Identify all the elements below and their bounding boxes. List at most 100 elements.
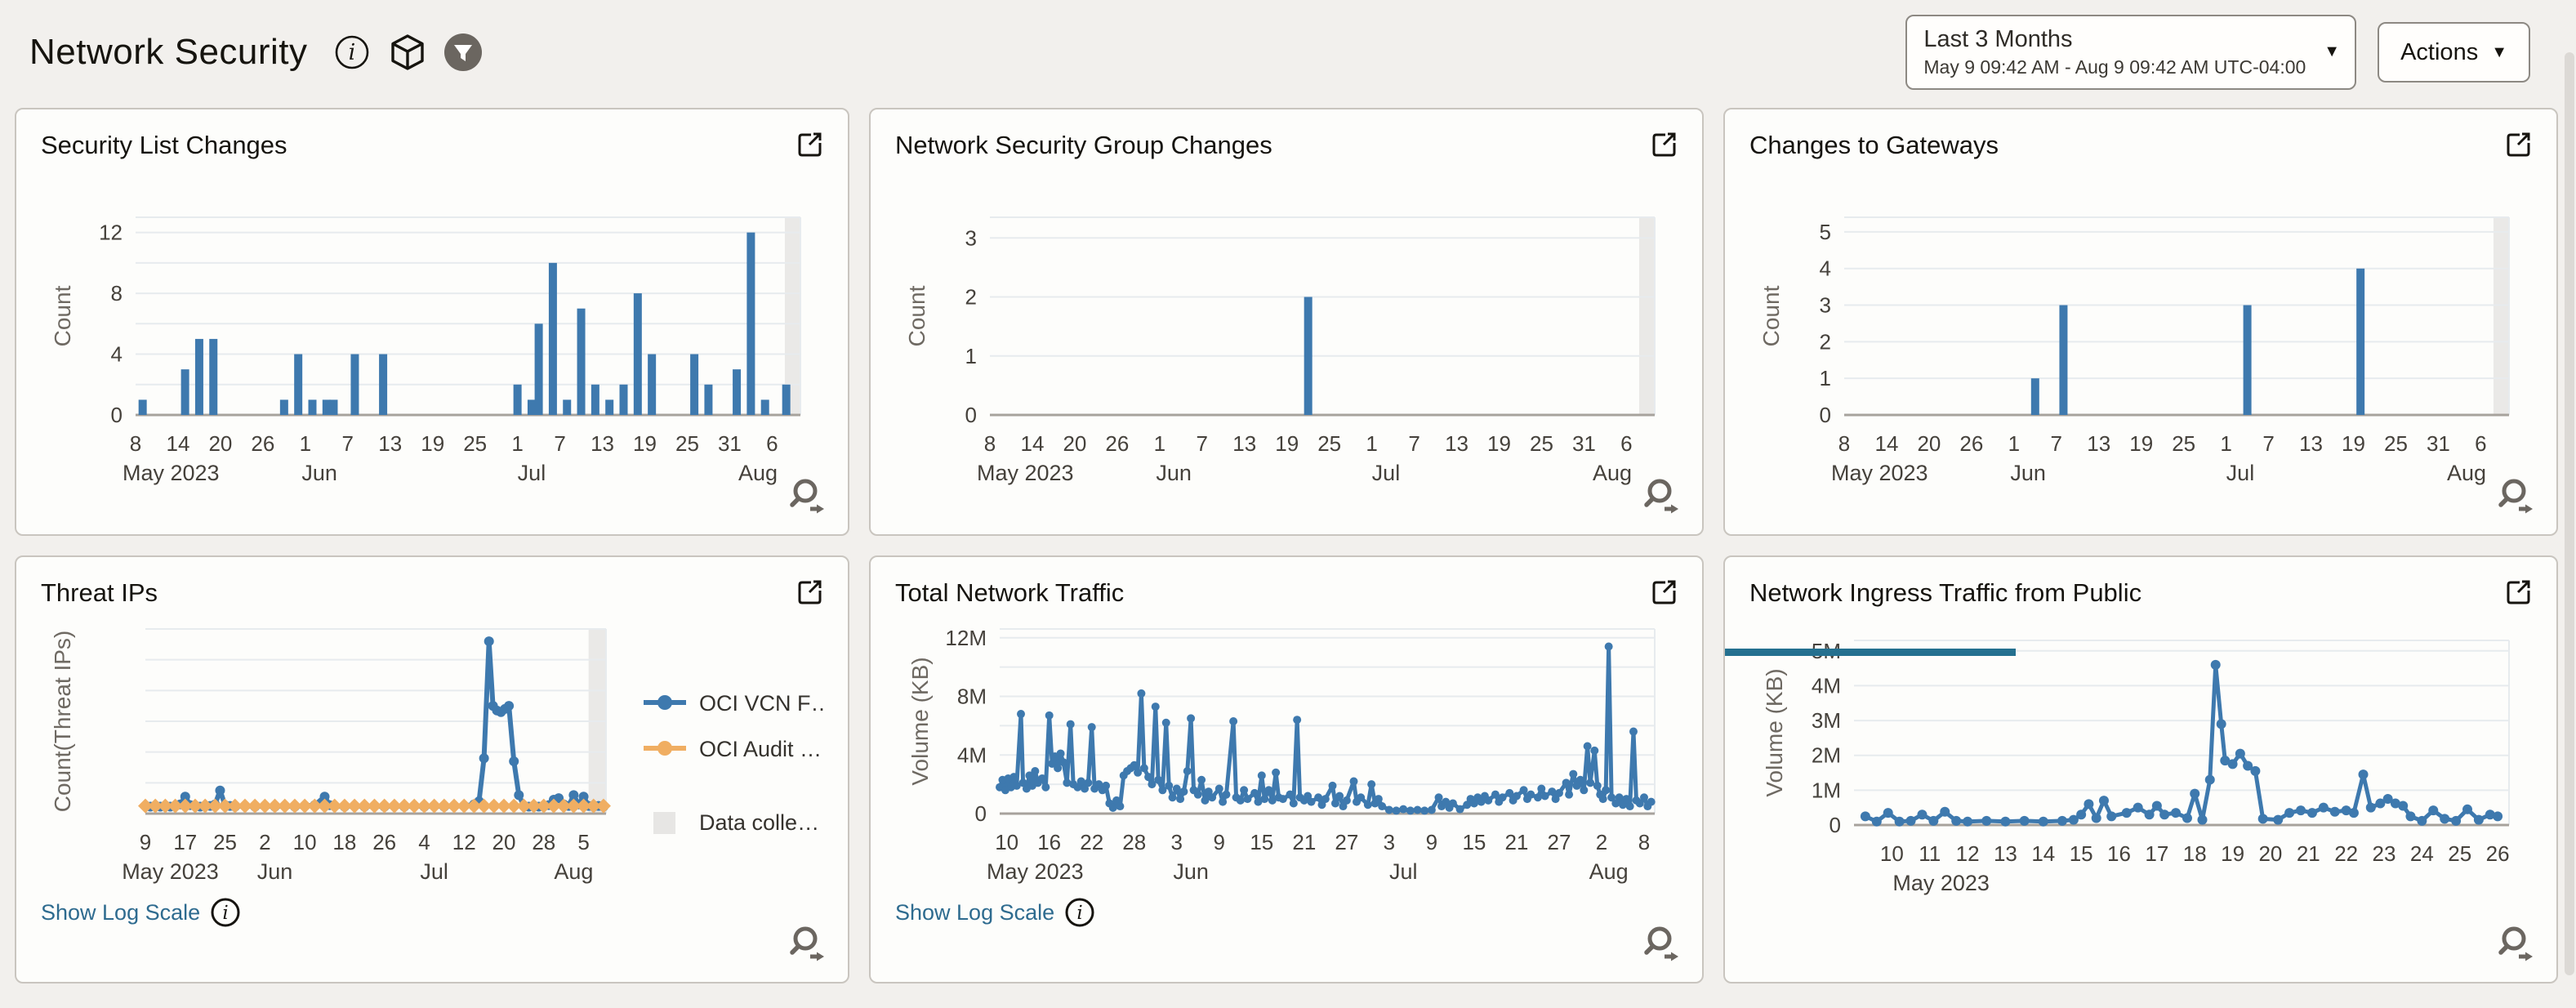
chart-marker[interactable] bbox=[1328, 781, 1337, 790]
chart-marker[interactable] bbox=[180, 792, 190, 802]
chart-marker[interactable] bbox=[2348, 808, 2359, 818]
chart-marker[interactable] bbox=[257, 798, 273, 814]
chart-marker[interactable] bbox=[2106, 811, 2117, 822]
drill-down-search-icon[interactable] bbox=[789, 478, 827, 520]
chart-marker[interactable] bbox=[1041, 783, 1050, 792]
chart-marker[interactable] bbox=[1590, 746, 1599, 755]
chart-marker[interactable] bbox=[486, 798, 501, 814]
chart-bar[interactable] bbox=[747, 232, 755, 415]
chart-marker[interactable] bbox=[1548, 787, 1557, 796]
filter-icon[interactable] bbox=[443, 33, 483, 72]
chart-marker[interactable] bbox=[377, 798, 392, 814]
chart-marker[interactable] bbox=[2144, 810, 2155, 820]
chart-marker[interactable] bbox=[2171, 808, 2182, 818]
chart-marker[interactable] bbox=[1330, 799, 1339, 808]
chart-marker[interactable] bbox=[476, 798, 492, 814]
chart-marker[interactable] bbox=[578, 792, 589, 802]
open-in-new-window-icon[interactable] bbox=[796, 578, 823, 610]
chart-marker[interactable] bbox=[1583, 742, 1592, 751]
chart-marker[interactable] bbox=[1593, 781, 1602, 790]
chart-marker[interactable] bbox=[317, 798, 332, 814]
chart-marker[interactable] bbox=[1102, 781, 1111, 790]
drill-down-search-icon[interactable] bbox=[789, 925, 827, 967]
chart-marker[interactable] bbox=[1374, 795, 1383, 804]
drill-down-search-icon[interactable] bbox=[2498, 478, 2535, 520]
chart-marker[interactable] bbox=[1197, 775, 1206, 784]
chart-marker[interactable] bbox=[526, 798, 541, 814]
chart-bar[interactable] bbox=[2356, 268, 2365, 415]
chart-marker[interactable] bbox=[227, 798, 243, 814]
chart-bar[interactable] bbox=[648, 354, 657, 415]
chart-marker[interactable] bbox=[1240, 786, 1249, 795]
chart-bar[interactable] bbox=[180, 369, 189, 415]
chart-marker[interactable] bbox=[1260, 795, 1269, 804]
chart-marker[interactable] bbox=[1134, 768, 1143, 777]
chart-marker[interactable] bbox=[2220, 756, 2231, 766]
chart-marker[interactable] bbox=[509, 756, 519, 766]
chart-marker[interactable] bbox=[2462, 804, 2473, 814]
chart-marker[interactable] bbox=[386, 798, 402, 814]
chart-bar[interactable] bbox=[782, 384, 791, 415]
chart-marker[interactable] bbox=[2000, 816, 2011, 827]
info-icon[interactable]: i bbox=[1064, 897, 1095, 928]
chart-marker[interactable] bbox=[1243, 795, 1252, 804]
chart-marker[interactable] bbox=[2151, 801, 2162, 811]
chart-marker[interactable] bbox=[2019, 815, 2030, 826]
chart-marker[interactable] bbox=[1059, 758, 1068, 767]
chart-bar[interactable] bbox=[2059, 305, 2068, 415]
open-in-new-window-icon[interactable] bbox=[2504, 131, 2532, 163]
chart-marker[interactable] bbox=[447, 798, 462, 814]
info-icon[interactable]: i bbox=[210, 897, 241, 928]
chart-marker[interactable] bbox=[1604, 642, 1613, 651]
chart-marker[interactable] bbox=[1054, 764, 1063, 773]
chart-marker[interactable] bbox=[2341, 805, 2351, 816]
chart-marker[interactable] bbox=[1635, 799, 1644, 808]
chart-marker[interactable] bbox=[1112, 796, 1121, 805]
chart-marker[interactable] bbox=[1384, 805, 1393, 814]
chart-marker[interactable] bbox=[1108, 803, 1117, 812]
chart-marker[interactable] bbox=[1137, 689, 1146, 698]
chart-marker[interactable] bbox=[1615, 793, 1624, 802]
service-cube-icon[interactable] bbox=[388, 33, 427, 72]
chart-marker[interactable] bbox=[566, 798, 582, 814]
chart-marker[interactable] bbox=[277, 798, 292, 814]
chart-marker[interactable] bbox=[198, 798, 213, 814]
chart-marker[interactable] bbox=[1498, 793, 1507, 802]
chart-marker[interactable] bbox=[1540, 792, 1549, 801]
chart-marker[interactable] bbox=[2210, 659, 2221, 670]
open-in-new-window-icon[interactable] bbox=[2504, 578, 2532, 610]
chart-bar[interactable] bbox=[350, 354, 359, 415]
chart-marker[interactable] bbox=[2329, 806, 2340, 817]
chart-marker[interactable] bbox=[1073, 783, 1082, 792]
scrollbar-thumb[interactable] bbox=[2565, 52, 2574, 975]
chart-marker[interactable] bbox=[1139, 764, 1148, 773]
chart-marker[interactable] bbox=[1392, 806, 1401, 815]
chart-marker[interactable] bbox=[2068, 814, 2079, 825]
chart-marker[interactable] bbox=[2382, 794, 2393, 805]
chart-marker[interactable] bbox=[2493, 811, 2503, 822]
chart-marker[interactable] bbox=[1378, 802, 1387, 811]
chart-marker[interactable] bbox=[1087, 723, 1096, 732]
chart-marker[interactable] bbox=[1038, 774, 1047, 783]
chart-marker[interactable] bbox=[1154, 775, 1163, 784]
chart-marker[interactable] bbox=[546, 798, 561, 814]
open-in-new-window-icon[interactable] bbox=[796, 131, 823, 163]
chart-marker[interactable] bbox=[1321, 795, 1330, 804]
chart-bar[interactable] bbox=[534, 323, 543, 415]
chart-marker[interactable] bbox=[1406, 806, 1415, 815]
chart-marker[interactable] bbox=[1254, 797, 1263, 806]
chart-bar[interactable] bbox=[619, 384, 628, 415]
chart-marker[interactable] bbox=[576, 798, 591, 814]
chart-marker[interactable] bbox=[1586, 778, 1595, 787]
chart-bar[interactable] bbox=[633, 293, 642, 415]
chart-marker[interactable] bbox=[1448, 799, 1457, 808]
chart-marker[interactable] bbox=[1165, 781, 1174, 790]
chart-marker[interactable] bbox=[1860, 811, 1870, 822]
chart-marker[interactable] bbox=[2057, 815, 2067, 826]
chart-marker[interactable] bbox=[1272, 768, 1281, 777]
chart-marker[interactable] bbox=[506, 798, 522, 814]
chart-marker[interactable] bbox=[2216, 719, 2226, 729]
chart-bar[interactable] bbox=[690, 354, 699, 415]
chart-marker[interactable] bbox=[158, 798, 173, 814]
chart-marker[interactable] bbox=[1031, 766, 1040, 775]
